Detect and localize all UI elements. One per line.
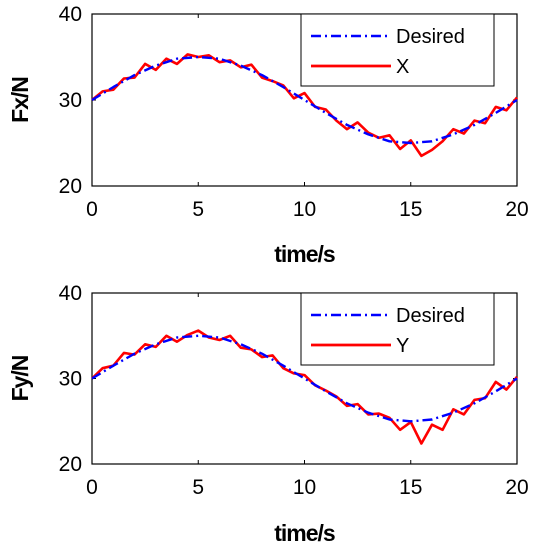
legend-label-desired: Desired bbox=[396, 26, 465, 48]
chart-panel-1: 0 5 10 15 20 20 30 40 time/s Fx/N Desired X bbox=[7, 3, 529, 267]
y-tick-label: 20 bbox=[59, 175, 82, 198]
legend: Desired X bbox=[300, 13, 495, 87]
y-tick-label: 30 bbox=[59, 89, 82, 112]
y-tick-label: 20 bbox=[59, 453, 82, 476]
x-tick-label: 5 bbox=[192, 198, 204, 221]
legend-label-x: X bbox=[396, 56, 409, 78]
legend-label-desired: Desired bbox=[396, 305, 465, 327]
x-tick-label: 10 bbox=[293, 198, 316, 221]
legend: Desired Y bbox=[300, 292, 495, 366]
x-axis-label: time/s bbox=[274, 520, 335, 546]
x-tick-label: 10 bbox=[293, 476, 316, 499]
y-tick-label: 30 bbox=[59, 368, 82, 391]
legend-label-y: Y bbox=[396, 335, 409, 357]
series-line-desired bbox=[91, 55, 518, 145]
x-tick-label: 20 bbox=[505, 198, 528, 221]
y-axis-label: Fx/N bbox=[7, 77, 33, 123]
x-tick-label: 20 bbox=[505, 476, 528, 499]
y-tick-label: 40 bbox=[59, 282, 82, 305]
y-axis-label: Fy/N bbox=[7, 355, 33, 401]
series-line-y bbox=[91, 329, 519, 445]
x-tick-label: 15 bbox=[399, 476, 422, 499]
x-tick-label: 5 bbox=[192, 476, 204, 499]
legend-box bbox=[300, 292, 495, 366]
x-axis-label: time/s bbox=[274, 241, 335, 267]
y-tick-label: 40 bbox=[59, 3, 82, 26]
series-line-desired bbox=[91, 334, 518, 423]
x-tick-label: 0 bbox=[86, 476, 98, 499]
x-tick-label: 15 bbox=[399, 198, 422, 221]
legend-box bbox=[300, 13, 495, 87]
x-tick-label: 0 bbox=[86, 198, 98, 221]
chart-panel-2: 0 5 10 15 20 20 30 40 time/s Fy/N Desired Y bbox=[7, 282, 529, 546]
